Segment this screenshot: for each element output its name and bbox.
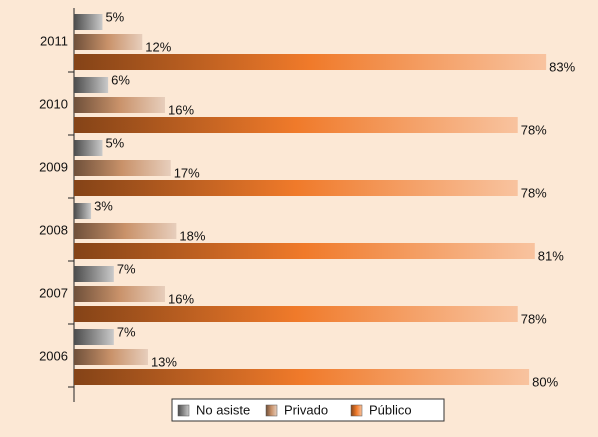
bar — [74, 117, 518, 133]
bar — [74, 54, 547, 70]
bar — [74, 306, 518, 322]
data-label: 5% — [105, 9, 124, 24]
bar — [74, 77, 109, 93]
bar — [74, 14, 103, 30]
legend-label: Público — [369, 402, 412, 417]
data-label: 5% — [105, 135, 124, 150]
bar — [74, 223, 177, 239]
data-label: 12% — [145, 39, 171, 54]
data-label: 78% — [521, 185, 547, 200]
data-label: 3% — [94, 198, 113, 213]
data-label: 16% — [168, 102, 194, 117]
y-tick-label: 2007 — [39, 285, 68, 300]
legend-box — [171, 398, 445, 422]
data-label: 16% — [168, 291, 194, 306]
bar — [74, 160, 171, 176]
bar — [74, 97, 166, 113]
legend-label: No asiste — [196, 402, 250, 417]
bar — [74, 203, 92, 219]
data-label: 81% — [538, 248, 564, 263]
bar — [74, 140, 103, 156]
legend-label: Privado — [284, 402, 328, 417]
data-label: 80% — [532, 374, 558, 389]
data-label: 78% — [521, 122, 547, 137]
legend-swatch — [177, 404, 190, 417]
legend-swatch — [265, 404, 278, 417]
bar — [74, 369, 530, 385]
legend-swatch — [350, 404, 363, 417]
bar — [74, 286, 166, 302]
y-tick-label: 2006 — [39, 348, 68, 363]
bar — [74, 349, 148, 365]
bar — [74, 243, 535, 259]
data-label: 7% — [117, 261, 136, 276]
data-label: 83% — [549, 59, 575, 74]
bar — [74, 180, 518, 196]
y-tick-label: 2008 — [39, 222, 68, 237]
y-tick-label: 2009 — [39, 159, 68, 174]
bar — [74, 329, 114, 345]
bar — [74, 34, 143, 50]
data-label: 6% — [111, 72, 130, 87]
data-label: 17% — [174, 165, 200, 180]
bar — [74, 266, 114, 282]
data-label: 78% — [521, 311, 547, 326]
y-tick-label: 2011 — [40, 33, 68, 48]
data-label: 7% — [117, 324, 136, 339]
data-label: 13% — [151, 354, 177, 369]
y-tick-label: 2010 — [39, 96, 68, 111]
data-label: 18% — [179, 228, 205, 243]
